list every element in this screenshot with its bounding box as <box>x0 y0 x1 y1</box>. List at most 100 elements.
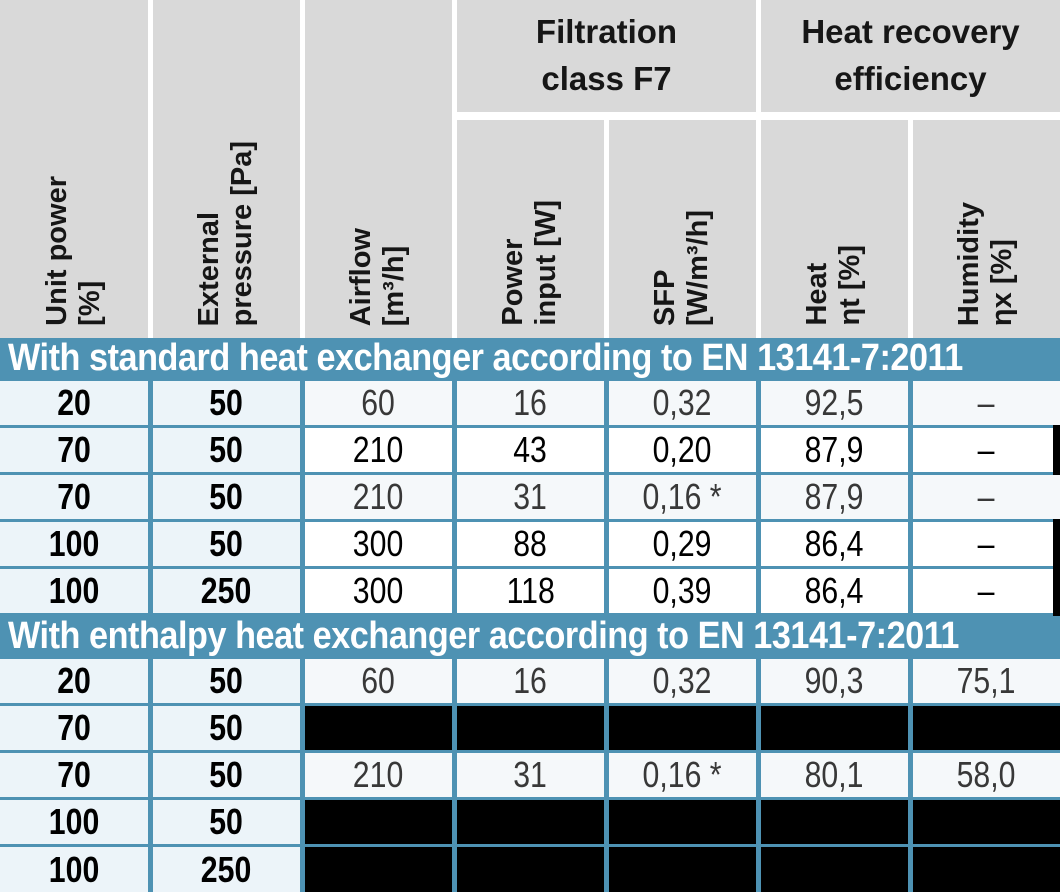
cell-sfp: 0,29 <box>609 522 756 566</box>
column-header-label: Power input [W] <box>497 200 563 326</box>
cell-redacted <box>457 847 604 892</box>
cell-redacted <box>609 706 756 750</box>
table-row: 20 50 60 16 0,32 90,3 75,1 <box>0 659 1060 703</box>
column-header-airflow: Airflow [m³/h] <box>305 0 452 338</box>
cell-redacted <box>305 800 452 844</box>
column-header-unit-power: Unit power [%] <box>0 0 148 338</box>
cell-heat: 86,4 <box>761 569 908 613</box>
cell-sfp: 0,32 <box>609 659 756 703</box>
cell-power-input: 88 <box>457 522 604 566</box>
cell-humidity: 58,0 <box>913 753 1060 797</box>
cell-unit-power: 100 <box>0 800 148 844</box>
cell-airflow: 60 <box>305 381 452 425</box>
cell-redacted <box>761 800 908 844</box>
cell-power-input: 43 <box>457 428 604 472</box>
table-row: 100 250 <box>0 847 1060 892</box>
table-body: With standard heat exchanger according t… <box>0 338 1060 892</box>
cell-redacted <box>609 847 756 892</box>
column-header-power-input: Power input [W] <box>457 120 604 338</box>
cell-airflow: 210 <box>305 753 452 797</box>
cell-redacted <box>609 800 756 844</box>
cell-redacted <box>761 847 908 892</box>
cell-sfp: 0,16 * <box>609 475 756 519</box>
cell-heat: 92,5 <box>761 381 908 425</box>
cell-redacted <box>761 706 908 750</box>
column-header-heat-efficiency: Heat ηt [%] <box>761 120 908 338</box>
group-header-heat-recovery: Heat recovery efficiency <box>761 0 1060 112</box>
table-row: 100 50 <box>0 800 1060 844</box>
table-row: 70 50 210 31 0,16 * 87,9 – <box>0 475 1060 519</box>
cell-power-input: 31 <box>457 475 604 519</box>
column-header-label: External pressure [Pa] <box>193 140 259 326</box>
cell-humidity: – <box>913 569 1060 613</box>
cell-humidity: – <box>913 381 1060 425</box>
cell-unit-power: 70 <box>0 428 148 472</box>
cell-external-pressure: 50 <box>153 753 300 797</box>
cell-unit-power: 70 <box>0 475 148 519</box>
cell-unit-power: 70 <box>0 706 148 750</box>
section-band-enthalpy: With enthalpy heat exchanger according t… <box>0 616 1060 656</box>
cell-external-pressure: 250 <box>153 847 300 892</box>
cell-airflow: 210 <box>305 475 452 519</box>
cell-humidity: – <box>913 475 1060 519</box>
cell-external-pressure: 50 <box>153 428 300 472</box>
cell-unit-power: 20 <box>0 659 148 703</box>
cell-external-pressure: 50 <box>153 706 300 750</box>
section-band-standard: With standard heat exchanger according t… <box>0 338 1060 378</box>
cell-sfp: 0,39 <box>609 569 756 613</box>
column-header-label: Humidity ηx [%] <box>953 201 1019 326</box>
cell-sfp: 0,20 <box>609 428 756 472</box>
column-header-humidity-efficiency: Humidity ηx [%] <box>913 120 1060 338</box>
column-header-label: Airflow [m³/h] <box>345 227 411 326</box>
cell-airflow: 300 <box>305 569 452 613</box>
cell-redacted <box>305 847 452 892</box>
table-row: 70 50 210 31 0,16 * 80,1 58,0 <box>0 753 1060 797</box>
cell-redacted <box>913 847 1060 892</box>
cell-unit-power: 100 <box>0 522 148 566</box>
cell-redacted <box>457 800 604 844</box>
cell-power-input: 16 <box>457 659 604 703</box>
cell-unit-power: 100 <box>0 569 148 613</box>
table-row: 100 250 300 118 0,39 86,4 – <box>0 566 1060 616</box>
cell-external-pressure: 50 <box>153 522 300 566</box>
column-header-external-pressure: External pressure [Pa] <box>153 0 300 338</box>
cell-unit-power: 100 <box>0 847 148 892</box>
cell-external-pressure: 50 <box>153 381 300 425</box>
table-row: 70 50 <box>0 706 1060 750</box>
cell-unit-power: 20 <box>0 381 148 425</box>
group-header-filtration: Filtration class F7 <box>457 0 756 112</box>
cell-redacted <box>913 800 1060 844</box>
column-header-sfp: SFP [W/m³/h] <box>609 120 756 338</box>
cell-external-pressure: 50 <box>153 475 300 519</box>
column-header-label: SFP [W/m³/h] <box>649 210 715 326</box>
cell-sfp: 0,32 <box>609 381 756 425</box>
cell-sfp: 0,16 * <box>609 753 756 797</box>
table-row: 20 50 60 16 0,32 92,5 – <box>0 381 1060 425</box>
cell-redacted <box>305 706 452 750</box>
cell-external-pressure: 50 <box>153 659 300 703</box>
cell-unit-power: 70 <box>0 753 148 797</box>
cell-airflow: 210 <box>305 428 452 472</box>
cell-airflow: 60 <box>305 659 452 703</box>
table-row: 70 50 210 43 0,20 87,9 – <box>0 425 1060 475</box>
cell-redacted <box>913 706 1060 750</box>
cell-heat: 87,9 <box>761 428 908 472</box>
cell-humidity: – <box>913 428 1060 472</box>
cell-power-input: 16 <box>457 381 604 425</box>
cell-humidity: 75,1 <box>913 659 1060 703</box>
cell-heat: 80,1 <box>761 753 908 797</box>
cell-power-input: 31 <box>457 753 604 797</box>
table-header: Unit power [%] External pressure [Pa] Ai… <box>0 0 1060 338</box>
table-row: 100 50 300 88 0,29 86,4 – <box>0 519 1060 569</box>
cell-heat: 87,9 <box>761 475 908 519</box>
column-header-label: Heat ηt [%] <box>801 245 867 326</box>
cell-heat: 90,3 <box>761 659 908 703</box>
cell-power-input: 118 <box>457 569 604 613</box>
cell-external-pressure: 250 <box>153 569 300 613</box>
cell-redacted <box>457 706 604 750</box>
section-title: With enthalpy heat exchanger according t… <box>8 616 959 656</box>
section-title: With standard heat exchanger according t… <box>8 338 963 378</box>
cell-external-pressure: 50 <box>153 800 300 844</box>
cell-airflow: 300 <box>305 522 452 566</box>
